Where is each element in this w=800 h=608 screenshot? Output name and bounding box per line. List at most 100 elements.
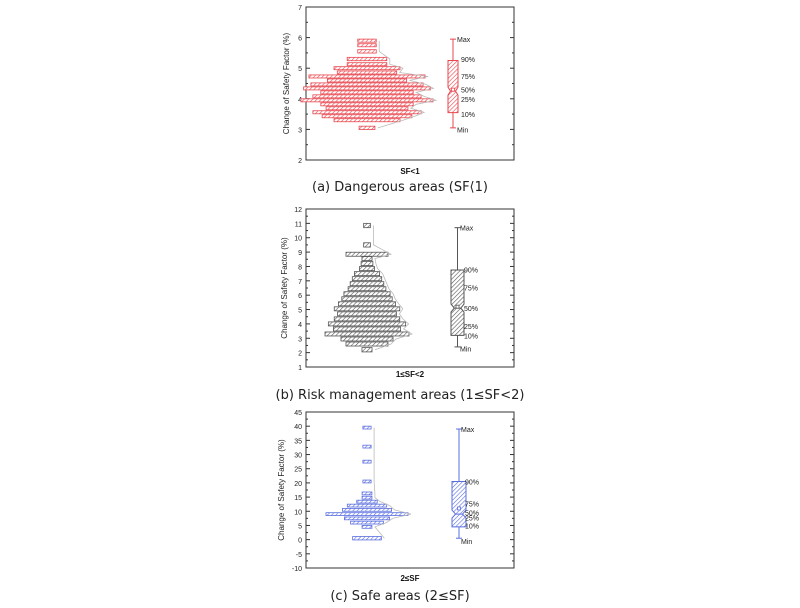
histogram-bin [341, 296, 393, 302]
histogram-bin [326, 78, 407, 83]
y-tick-label: 20 [294, 481, 302, 488]
histogram-bin [350, 520, 384, 525]
histogram-bin [353, 271, 380, 277]
y-tick-label: 10 [294, 509, 302, 516]
histogram-bin [361, 347, 373, 353]
histogram-bin [321, 114, 413, 119]
histogram-bin [337, 311, 397, 317]
histogram-bin [362, 444, 372, 449]
histogram-bin [346, 503, 388, 508]
y-tick-label: 11 [295, 221, 302, 228]
chart-panel-safe: -10 -5 0 5 10 15 20 25 30 35 40 45 Change of Safety … [0, 405, 800, 608]
histogram-bin [351, 276, 383, 282]
y-tick-label: 30 [294, 453, 302, 460]
histogram-bin [343, 291, 391, 297]
percentile-label: 10% [465, 523, 479, 530]
chart-panel-dangerous: 2 3 4 5 6 7 Change of Safety Factor (%) SF<1 Max… [0, 0, 800, 200]
y-tick-label: -5 [296, 552, 302, 559]
distribution-curve [373, 225, 413, 351]
histogram-bin [327, 321, 407, 327]
percentile-label: 25% [461, 97, 475, 104]
y-tick-label: 35 [294, 438, 302, 445]
y-tick-label: 3 [298, 127, 302, 134]
histogram-bin [349, 281, 385, 287]
plot-frame [305, 411, 515, 569]
histogram-bin [361, 525, 373, 529]
histogram-bin [361, 256, 373, 261]
box-mean [451, 87, 455, 92]
histogram-bin [352, 536, 382, 541]
percentile-label: Max [457, 37, 471, 44]
histogram-bin [303, 86, 431, 91]
percentile-label: 25% [465, 516, 479, 523]
histogram-bin [338, 301, 396, 307]
y-tick-label: 4 [298, 322, 302, 329]
y-tick-label: 3 [298, 336, 302, 343]
y-tick-label: 40 [294, 424, 302, 431]
histogram-bin [300, 98, 434, 103]
y-axis-label: Change of Safety Factor (%) [277, 439, 286, 541]
percentile-label: 75% [465, 501, 479, 508]
x-axis-label: 1≤SF<2 [396, 370, 425, 379]
y-axis-label: Change of Safety Factor (%) [282, 32, 291, 134]
y-tick-label: 2 [298, 351, 302, 358]
percentile-label: 25% [464, 324, 478, 331]
histogram-bin [361, 495, 373, 500]
histogram-bin [324, 331, 410, 337]
y-tick-label: 25 [294, 467, 302, 474]
percentile-label: 50% [465, 511, 479, 518]
chart-panel-risk-management: 1 2 3 4 5 6 7 8 9 10 11 12 Change of Safety Factor (… [0, 200, 800, 410]
percentile-label: 10% [461, 112, 475, 119]
percentile-label: Max [461, 427, 475, 434]
histogram-bin [333, 306, 401, 312]
percentile-label: 90% [464, 267, 478, 274]
percentile-label: Max [460, 226, 474, 233]
histogram-bin [308, 74, 426, 79]
y-tick-label: 15 [294, 495, 302, 502]
caption-safe: (c) Safe areas (2≤SF) [330, 589, 470, 604]
y-tick-label: 8 [298, 264, 302, 271]
y-axis-label: Change of Safety Factor (%) [280, 237, 289, 339]
y-tick-label: 45 [294, 410, 302, 417]
x-axis-label: 2≤SF [400, 574, 419, 583]
histogram-bin [357, 43, 377, 48]
caption-dangerous: (a) Dangerous areas (SF⟨1) [312, 180, 488, 195]
histogram-bin [310, 82, 424, 87]
histogram-bin [357, 49, 377, 54]
histogram-bin [333, 118, 401, 123]
histogram-bin [358, 125, 376, 130]
histogram-bin [347, 286, 387, 292]
histogram-bin [344, 516, 390, 521]
percentile-label: Min [457, 127, 468, 134]
histogram-bin [320, 90, 414, 95]
histogram-bin [346, 56, 388, 62]
histogram-bin [320, 102, 414, 107]
y-tick-label: 10 [294, 236, 302, 243]
distribution-curve [373, 427, 412, 539]
percentile-label: 90% [461, 57, 475, 64]
box-mean [457, 506, 461, 511]
percentile-label: Min [461, 539, 472, 546]
histogram-bin [362, 479, 372, 484]
y-tick-label: 1 [298, 365, 302, 372]
histogram-bin [345, 341, 389, 347]
caption-risk-management: (b) Risk management areas (1≤SF<2) [275, 388, 525, 403]
box-body [451, 481, 467, 528]
y-tick-label: 6 [298, 36, 302, 43]
plot-frame [305, 208, 515, 368]
y-tick-label: 5 [298, 66, 302, 73]
y-tick-label: 9 [298, 250, 302, 257]
histogram-bin [341, 508, 392, 512]
percentile-label: 10% [464, 333, 478, 340]
y-tick-label: 7 [298, 279, 302, 286]
distribution-curve [377, 40, 438, 129]
histogram-bin [356, 499, 378, 504]
histogram-bin [359, 266, 375, 272]
percentile-label: 75% [464, 285, 478, 292]
y-tick-label: 7 [298, 5, 302, 12]
y-tick-label: 4 [298, 97, 302, 104]
histogram-bin [325, 512, 409, 516]
box-body [450, 269, 465, 336]
histogram-bin [312, 110, 422, 115]
